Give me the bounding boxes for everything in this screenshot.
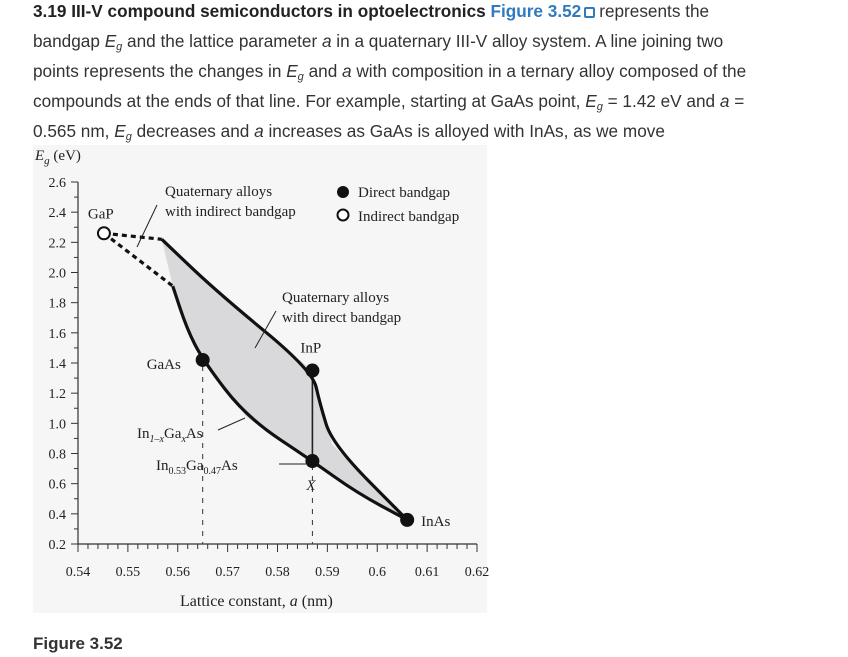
paragraph-line: 3.19 III-V compound semiconductors in op… [33, 1, 709, 21]
y-tick-label: 1.2 [49, 387, 67, 402]
paragraph-line: 0.565 nm, Eg decreases and a increases a… [33, 121, 665, 143]
text-segment: a [342, 61, 352, 81]
text-segment: a [254, 121, 264, 141]
text-segment: g [596, 101, 603, 113]
text-segment: represents the [599, 1, 710, 21]
direct-region-fill [161, 239, 408, 520]
y-tick-label: 2.2 [49, 236, 67, 251]
legend-indirect-label: Indirect bandgap [358, 209, 459, 225]
paragraph-line: points represents the changes in Eg and … [33, 61, 747, 83]
text-segment: E [114, 121, 126, 141]
lattice-matched-label: In0.53Ga0.47As [156, 458, 238, 477]
text-segment: bandgap [33, 31, 105, 51]
point-x-marker [305, 454, 320, 469]
ternary-pointer [217, 417, 246, 431]
text-segment: E [585, 91, 597, 111]
indirect-region-pointer [136, 204, 158, 248]
paragraph-line: bandgap Eg and the lattice parameter a i… [33, 31, 724, 53]
region-label-direct-2: with direct bandgap [282, 310, 401, 326]
text-segment: points represents the changes in [33, 61, 287, 81]
point-inp-label: InP [300, 341, 321, 357]
text-segment: g [297, 71, 304, 83]
x-tick-label: 0.59 [315, 565, 340, 580]
ternary-label: In1–xGaxAs [137, 426, 203, 445]
indirect-dashed-line [102, 232, 174, 288]
region-label-indirect-1: Quaternary alloys [165, 184, 272, 200]
text-segment: and the lattice parameter [122, 31, 322, 51]
y-tick-label: 2.4 [49, 206, 67, 221]
external-link-icon[interactable] [584, 7, 596, 18]
y-tick-label: 1.4 [49, 357, 67, 372]
text-segment: 3.19 III-V compound semiconductors in op… [33, 1, 491, 21]
text-segment: = 1.42 eV and [602, 91, 720, 111]
text-segment: a [321, 31, 332, 51]
point-inas-label: InAs [421, 514, 450, 530]
legend-direct-label: Direct bandgap [358, 185, 450, 201]
x-tick-label: 0.54 [66, 565, 91, 580]
x-tick-label: 0.6 [369, 565, 387, 580]
text-segment: compounds at the ends of that line. For … [33, 91, 586, 111]
lower-boundary-curve [171, 285, 408, 522]
legend-indirect-marker [336, 208, 350, 222]
upper-boundary-curve [160, 238, 409, 521]
point-inas-marker [400, 512, 415, 527]
point-gap-marker [96, 226, 111, 241]
legend-direct-marker [337, 186, 349, 198]
point-gaas-marker [195, 352, 210, 367]
point-inp-marker [305, 363, 320, 378]
y-tick-label: 0.8 [49, 448, 67, 463]
x-axis-label: Lattice constant, a (nm) [180, 593, 333, 610]
text-segment: increases as GaAs is alloyed with InAs, … [263, 121, 665, 141]
paragraph-line: compounds at the ends of that line. For … [33, 91, 745, 113]
text-segment: in a quaternary III-V alloy system. A li… [331, 31, 724, 51]
text-segment: = [729, 91, 745, 111]
region-label-direct-1: Quaternary alloys [282, 290, 389, 306]
point-x-label: X [305, 478, 316, 494]
y-axis-label: Eg (eV) [34, 148, 81, 167]
y-tick-label: 1.6 [49, 327, 67, 342]
y-tick-label: 0.4 [49, 508, 67, 523]
text-segment: E [104, 31, 117, 51]
point-gaas-label: GaAs [147, 357, 181, 373]
indirect-dashed-line [103, 231, 162, 241]
direct-region-pointer [254, 310, 277, 349]
x-tick-label: 0.56 [166, 565, 191, 580]
x-tick-label: 0.58 [265, 565, 290, 580]
figure-link[interactable]: Figure 3.52 [490, 1, 582, 21]
point-gap-label: GaP [88, 206, 114, 222]
text-segment: decreases and [131, 121, 255, 141]
text-segment: a [719, 91, 730, 111]
region-label-indirect-2: with indirect bandgap [165, 204, 296, 220]
y-tick-label: 2.0 [49, 267, 67, 282]
x-tick-label: 0.57 [215, 565, 240, 580]
figure-caption: Figure 3.52 [33, 634, 123, 653]
text-segment: g [125, 131, 132, 143]
y-tick-label: 0.2 [49, 538, 67, 553]
x-tick-label: 0.55 [116, 565, 141, 580]
x-tick-label: 0.62 [465, 565, 490, 580]
x-tick-label: 0.61 [415, 565, 440, 580]
text-segment: g [116, 41, 123, 53]
y-tick-label: 0.6 [49, 478, 67, 493]
text-segment: 0.565 nm, [33, 121, 115, 141]
text-segment: E [286, 61, 298, 81]
text-segment: and [303, 61, 343, 81]
y-tick-label: 1.8 [49, 297, 67, 312]
text-segment: with composition in a ternary alloy comp… [351, 61, 747, 81]
y-tick-label: 2.6 [49, 176, 67, 191]
y-tick-label: 1.0 [49, 417, 67, 432]
